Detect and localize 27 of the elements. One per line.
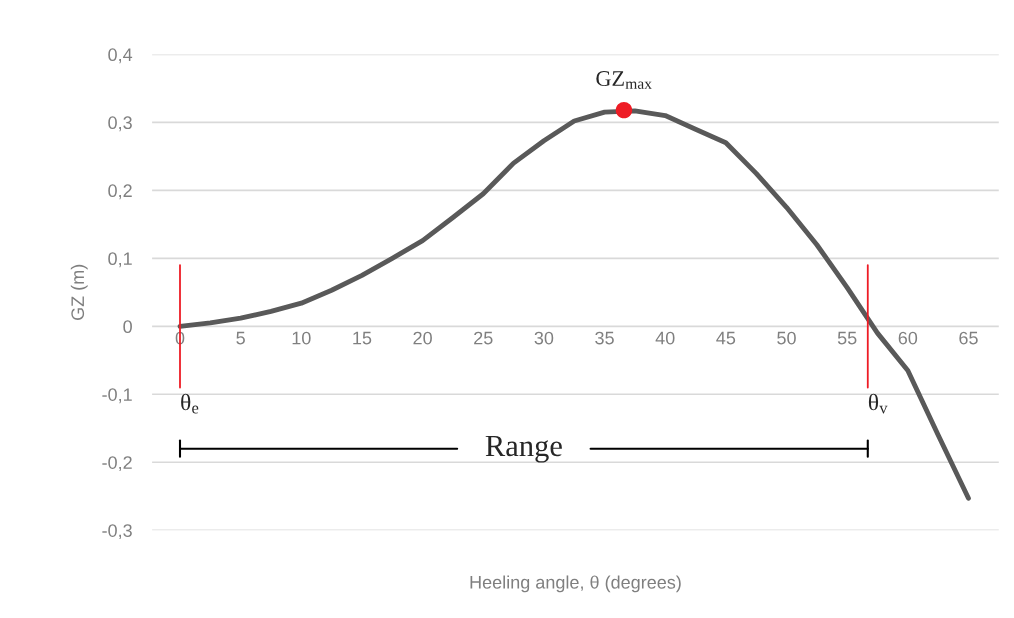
x-tick-label: 25 — [474, 331, 493, 345]
y-tick-label: 0,3 — [108, 116, 132, 132]
x-tick-label: 65 — [959, 331, 978, 345]
x-axis-title: Heeling angle, θ (degrees) — [470, 575, 681, 593]
y-axis-title: GZ (m) — [70, 264, 88, 320]
y-tick-label: -0,2 — [102, 456, 132, 472]
y-tick-label: 0,4 — [108, 48, 133, 64]
x-tick-label: 60 — [898, 331, 918, 345]
y-tick-label: 0,1 — [108, 252, 132, 268]
y-tick-label: -0,1 — [102, 388, 132, 404]
x-tick-label: 40 — [655, 331, 675, 345]
y-tick-label: 0,2 — [108, 184, 132, 200]
x-tick-label: 10 — [292, 331, 311, 345]
x-tick-label: 50 — [777, 331, 796, 345]
x-tick-label: 45 — [716, 331, 736, 345]
x-tick-label: 30 — [534, 331, 554, 345]
x-tick-label: 5 — [236, 331, 245, 345]
annotation: GZ$_{max}$ — [596, 71, 652, 89]
ref-line-label: θ$_{e}$ — [181, 393, 199, 414]
x-tick-label: 35 — [595, 331, 614, 345]
x-tick-label: 55 — [837, 331, 857, 345]
annotation: Range — [485, 435, 562, 463]
ref-line-label: θ$_{v}$ — [868, 393, 888, 414]
x-tick-label: 20 — [413, 331, 432, 345]
y-tick-label: 0 — [123, 320, 132, 334]
y-tick-label: -0,3 — [102, 524, 132, 540]
x-tick-label: 15 — [353, 331, 372, 345]
